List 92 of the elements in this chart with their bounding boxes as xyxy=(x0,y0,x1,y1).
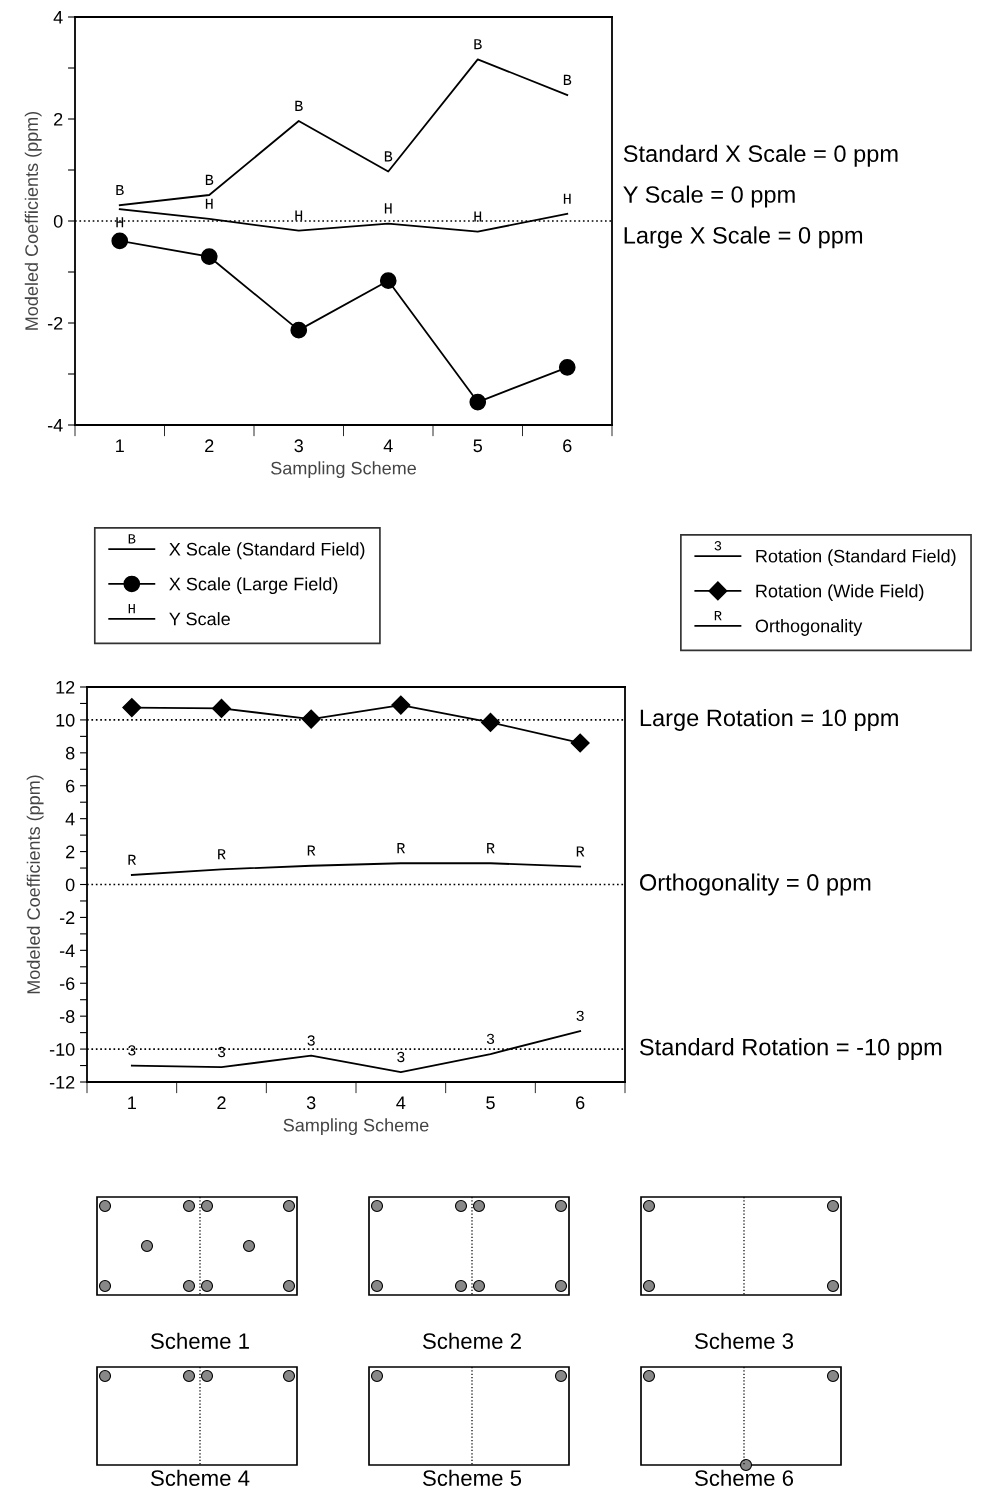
y-tick-label: 2 xyxy=(66,845,75,859)
data-label: B xyxy=(205,174,214,185)
data-label: R xyxy=(128,854,137,865)
point xyxy=(570,733,590,753)
data-label: H xyxy=(205,198,213,209)
y-tick-label: 4 xyxy=(53,11,63,24)
y-axis-title: Modeled Coefficients (ppm) xyxy=(26,775,44,994)
x-tick-label: 3 xyxy=(306,1096,316,1110)
point xyxy=(200,248,218,266)
x-tick-label: 1 xyxy=(128,1096,136,1109)
category-label: 3 xyxy=(714,541,722,551)
text: R xyxy=(714,611,722,621)
text: Large X Scale = 0 ppm xyxy=(624,226,863,249)
x-tick-label: 5 xyxy=(486,1096,495,1110)
data-label: H xyxy=(563,193,571,204)
legend-label: Rotation (Standard Field) xyxy=(756,549,956,567)
y-tick-label: -2 xyxy=(47,316,63,330)
data-label: R xyxy=(576,846,585,857)
data-label: B xyxy=(116,185,124,196)
y-tick-label: -10 xyxy=(49,1043,75,1056)
legend-label: X Scale (Standard Field) xyxy=(169,542,365,560)
y-tick-label: 2 xyxy=(54,112,63,126)
text: Scheme 4 xyxy=(150,1469,250,1486)
legend-label: Y Scale xyxy=(169,612,230,626)
y-tick-label: 4 xyxy=(65,812,75,826)
point xyxy=(469,393,487,411)
y-axis-title: Modeled Coefficients (ppm) xyxy=(24,111,42,330)
data-label: R xyxy=(397,843,406,854)
point xyxy=(558,359,576,376)
ref-line-label: Large Rotation = 10 ppm xyxy=(640,708,898,731)
text: Scheme 6 xyxy=(694,1469,794,1486)
data-label: R xyxy=(307,845,316,856)
point xyxy=(122,698,142,718)
legend-label: Orthogonality xyxy=(755,619,863,636)
y-tick-label: 12 xyxy=(56,680,75,694)
data-label: R xyxy=(218,849,226,860)
data-label: B xyxy=(563,74,572,85)
x-tick-label: 5 xyxy=(473,439,483,453)
text: Scheme 1 xyxy=(150,1332,249,1349)
data-label: H xyxy=(474,211,482,222)
data-label: R xyxy=(487,843,495,854)
text: Standard X Scale = 0 ppm xyxy=(623,144,898,167)
ref-line-label: Standard Rotation = -10 ppm xyxy=(639,1038,942,1061)
y-tick-label: 0 xyxy=(65,878,75,892)
point xyxy=(111,232,129,250)
text: Scheme 5 xyxy=(422,1469,522,1486)
y-tick-label: 6 xyxy=(66,779,75,793)
y-tick-label: -6 xyxy=(59,977,75,990)
annotation: 3 xyxy=(217,1046,226,1058)
data-label: H xyxy=(295,210,303,221)
y-tick-label: -4 xyxy=(59,944,75,957)
annotation: 3 xyxy=(128,1045,136,1056)
legend-label: X Scale (Large Field) xyxy=(169,577,338,595)
data-label: B xyxy=(474,39,482,50)
annotation: 3 xyxy=(576,1010,584,1022)
point xyxy=(391,695,411,715)
x-tick-label: 4 xyxy=(383,439,393,452)
annotation: 3 xyxy=(397,1051,405,1063)
y-tick-label: 10 xyxy=(56,713,75,727)
y-tick-label: 8 xyxy=(65,746,75,760)
data-label: B xyxy=(295,100,303,111)
x-tick-label: 2 xyxy=(217,1096,226,1109)
x-tick-label: 3 xyxy=(294,439,303,453)
x-axis-title: Sampling Scheme xyxy=(283,1118,429,1136)
x-tick-label: 6 xyxy=(576,1096,585,1110)
x-tick-label: 1 xyxy=(116,439,124,452)
annotation: 3 xyxy=(486,1033,495,1045)
point xyxy=(290,321,308,339)
point xyxy=(211,698,232,718)
ref-line-label: Orthogonality = 0 ppm xyxy=(640,873,871,896)
x-tick-label: 6 xyxy=(563,439,572,453)
y-tick-label: 0 xyxy=(53,214,63,228)
legend-label: Rotation (Wide Field) xyxy=(756,584,924,601)
data-label: H xyxy=(116,217,124,228)
point xyxy=(301,709,321,729)
text: Y Scale = 0 ppm xyxy=(623,185,795,208)
x-tick-label: 4 xyxy=(396,1096,406,1109)
data-label: H xyxy=(384,203,392,214)
y-tick-label: -8 xyxy=(59,1010,75,1023)
text: B xyxy=(128,534,136,544)
x-axis-title: Sampling Scheme xyxy=(271,461,416,479)
y-tick-label: -12 xyxy=(49,1075,75,1089)
text: H xyxy=(128,604,135,614)
text: Scheme 3 xyxy=(694,1332,794,1349)
point xyxy=(480,712,501,732)
y-tick-label: -4 xyxy=(47,419,63,432)
x-tick-label: 2 xyxy=(205,439,214,452)
point xyxy=(379,272,397,290)
text: Scheme 2 xyxy=(422,1332,521,1349)
data-label: B xyxy=(384,151,393,162)
annotation: 3 xyxy=(307,1035,315,1046)
y-tick-label: -2 xyxy=(59,911,75,924)
